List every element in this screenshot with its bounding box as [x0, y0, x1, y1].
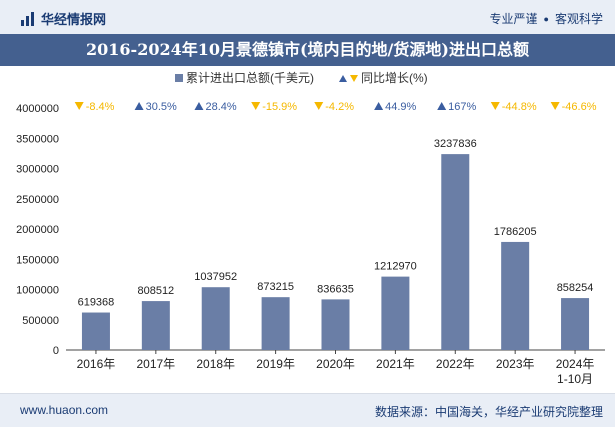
- chart-title: 2016-2024年10月景德镇市(境内目的地/货源地)进出口总额: [0, 34, 615, 66]
- bar: [321, 299, 350, 350]
- yoy-down-triangle-icon: [314, 102, 324, 110]
- bar: [441, 154, 470, 350]
- brand-logo-icon: [21, 11, 34, 26]
- y-tick-label: 0: [53, 345, 59, 357]
- top-band: 华经情报网 专业严谨 ● 客观科学: [0, 0, 615, 34]
- bar: [201, 287, 230, 350]
- yoy-label: 44.9%: [385, 101, 416, 113]
- chart-area: 累计进出口总额(千美元) 同比增长(%) 0 500000 1000000 1500000…: [16, 71, 605, 386]
- yoy-down-triangle-icon: [490, 102, 500, 110]
- bar-value-label: 3237836: [434, 138, 477, 150]
- footer-website: www.huaon.com: [20, 403, 109, 417]
- tagline-right: 客观科学: [554, 12, 603, 26]
- x-tick-label: 2022年: [436, 357, 475, 371]
- bar-value-label: 1037952: [194, 271, 237, 283]
- footer-divider: [0, 393, 615, 394]
- x-tick-label: 2016年: [77, 357, 116, 371]
- yoy-up-triangle-icon: [374, 102, 384, 110]
- bar: [501, 241, 530, 350]
- yoy-up-triangle-icon: [437, 102, 447, 110]
- yoy-down-triangle-icon: [251, 102, 261, 110]
- brand: 华经情报网: [20, 9, 106, 28]
- footer: www.huaon.com 数据来源：中国海关，华经产业研究院整理: [0, 394, 615, 427]
- x-tick-label: 2019年: [256, 357, 295, 371]
- bar-value-label: 836635: [317, 283, 354, 295]
- yoy-label: 30.5%: [146, 101, 177, 113]
- bar-value-label: 873215: [257, 281, 294, 293]
- tagline-left: 专业严谨: [489, 12, 538, 26]
- bar: [81, 312, 110, 350]
- yoy-down-triangle-icon: [74, 102, 84, 110]
- legend-label: 累计进出口总额(千美元): [186, 71, 314, 85]
- y-tick-label: 500000: [22, 315, 59, 327]
- legend-down-triangle-icon: [350, 75, 358, 82]
- legend-label: 同比增长(%): [361, 71, 428, 85]
- yoy-label: 28.4%: [205, 101, 236, 113]
- x-tick-label: 2020年: [316, 357, 355, 371]
- x-tick-label: 1-10月: [557, 372, 593, 386]
- yoy-label: 167%: [448, 101, 476, 113]
- yoy-label: -8.4%: [86, 101, 115, 113]
- footer-source: 数据来源：中国海关，华经产业研究院整理: [374, 405, 603, 419]
- x-tick-label: 2017年: [136, 357, 175, 371]
- y-tick-label: 3500000: [16, 133, 59, 145]
- y-tick-label: 2000000: [16, 224, 59, 236]
- bar: [561, 298, 590, 350]
- x-tick-label: 2024年: [556, 357, 595, 371]
- bar: [261, 297, 290, 350]
- tagline-dot-icon: ●: [543, 13, 549, 24]
- y-tick-label: 3000000: [16, 164, 59, 176]
- legend-up-triangle-icon: [339, 75, 347, 82]
- legend-bar-swatch: [175, 74, 183, 82]
- bar-value-label: 1786205: [494, 226, 537, 238]
- y-tick-label: 4000000: [16, 103, 59, 115]
- yoy-label: -15.9%: [262, 101, 297, 113]
- yoy-label: -46.6%: [562, 101, 597, 113]
- x-tick-label: 2018年: [196, 357, 235, 371]
- bar-value-label: 619368: [78, 297, 115, 309]
- tagline: 专业严谨 ● 客观科学: [490, 10, 603, 27]
- y-tick-label: 1500000: [16, 254, 59, 266]
- bar-value-label: 808512: [137, 285, 174, 297]
- yoy-up-triangle-icon: [194, 102, 204, 110]
- bar-value-label: 858254: [557, 282, 594, 294]
- x-tick-label: 2023年: [496, 357, 535, 371]
- bar: [141, 301, 170, 350]
- y-tick-label: 1000000: [16, 285, 59, 297]
- yoy-up-triangle-icon: [134, 102, 144, 110]
- x-tick-label: 2021年: [376, 357, 415, 371]
- yoy-label: -4.2%: [325, 101, 354, 113]
- y-tick-label: 2500000: [16, 194, 59, 206]
- bar: [381, 276, 410, 350]
- yoy-down-triangle-icon: [550, 102, 560, 110]
- brand-name: 华经情报网: [41, 12, 107, 27]
- bar-value-label: 1212970: [374, 261, 417, 273]
- yoy-label: -44.8%: [502, 101, 537, 113]
